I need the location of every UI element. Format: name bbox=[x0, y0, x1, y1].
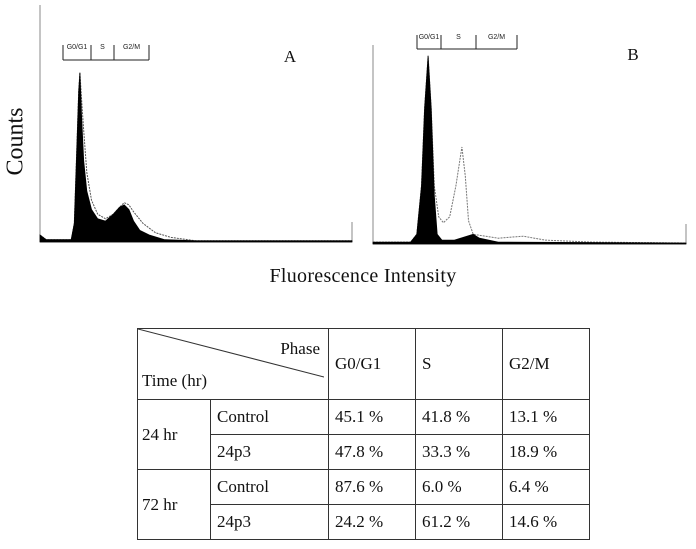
table-row: 24p3 47.8 % 33.3 % 18.9 % bbox=[138, 434, 590, 470]
value-cell: 6.4 % bbox=[502, 469, 590, 505]
column-header: G2/M bbox=[502, 328, 590, 400]
table-row: 24 hr Control 45.1 % 41.8 % 13.1 % bbox=[137, 399, 590, 470]
value-cell: 87.6 % bbox=[328, 469, 416, 505]
condition-cell: 24p3 bbox=[210, 504, 329, 540]
diagonal-divider bbox=[138, 329, 324, 378]
time-cell: 24 hr bbox=[137, 399, 211, 470]
column-header: S bbox=[415, 328, 503, 400]
gate-label: S bbox=[100, 44, 105, 51]
header-corner-cell: Phase Time (hr) bbox=[137, 328, 329, 400]
phase-header: Phase bbox=[280, 339, 320, 358]
value-cell: 18.9 % bbox=[502, 434, 590, 470]
histogram-panel-A: G0/G1 S G2/M A bbox=[39, 5, 353, 243]
value-cell: 47.8 % bbox=[328, 434, 416, 470]
value-cell: 45.1 % bbox=[328, 399, 416, 435]
gate-label: G0/G1 bbox=[419, 34, 440, 41]
gate-label: G2/M bbox=[488, 34, 505, 41]
time-cell: 72 hr bbox=[137, 469, 211, 540]
y-axis-label: Counts bbox=[2, 107, 29, 176]
value-cell: 13.1 % bbox=[502, 399, 590, 435]
time-header: Time (hr) bbox=[142, 371, 208, 390]
value-cell: 61.2 % bbox=[415, 504, 503, 540]
gate-label: G2/M bbox=[123, 44, 140, 51]
value-cell: 14.6 % bbox=[502, 504, 590, 540]
cell-cycle-table: Phase Time (hr) G0/G1 S G2/M 24 hr Contr… bbox=[137, 328, 590, 540]
table-row: 72 hr Control 87.6 % 6.0 % 6.4 % bbox=[137, 469, 590, 540]
value-cell: 41.8 % bbox=[415, 399, 503, 435]
condition-cell: 24p3 bbox=[210, 434, 329, 470]
table-row: 24p3 24.2 % 61.2 % 14.6 % bbox=[138, 504, 590, 540]
value-cell: 33.3 % bbox=[415, 434, 503, 470]
histogram-panel-B: G0/G1 S G2/M B bbox=[372, 34, 687, 245]
x-axis-label: Fluorescence Intensity bbox=[269, 265, 457, 287]
gate-label: G0/G1 bbox=[67, 44, 88, 51]
histogram-filled-series bbox=[372, 55, 687, 245]
histogram-filled-series bbox=[39, 72, 353, 243]
condition-cell: Control bbox=[210, 469, 329, 505]
panel-label: B bbox=[627, 45, 638, 64]
histogram-figure: G0/G1 S G2/M A G0/G1 S G2/M B bbox=[39, 5, 687, 245]
value-cell: 6.0 % bbox=[415, 469, 503, 505]
condition-cell: Control bbox=[210, 399, 329, 435]
panel-label: A bbox=[284, 47, 297, 66]
column-header: G0/G1 bbox=[328, 328, 416, 400]
value-cell: 24.2 % bbox=[328, 504, 416, 540]
gate-label: S bbox=[456, 34, 461, 41]
